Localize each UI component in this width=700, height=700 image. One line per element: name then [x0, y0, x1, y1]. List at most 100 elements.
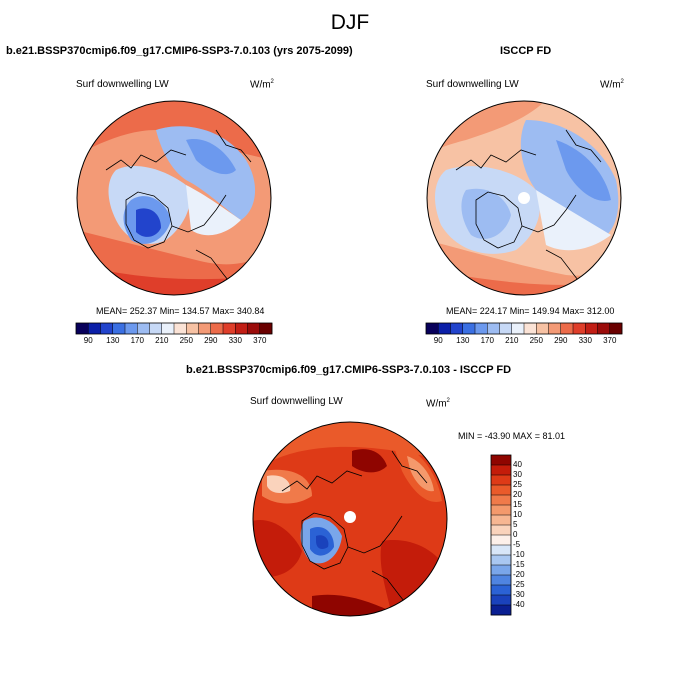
colorbar-swatch	[491, 475, 511, 486]
panel-2-stats: MEAN= 224.17 Min= 149.94 Max= 312.00	[446, 306, 615, 316]
panel-1-colorbar-ticks: 90 130 170 210 250 290 330 370	[76, 336, 272, 348]
panel-3-title: b.e21.BSSP370cmip6.f09_g17.CMIP6-SSP3-7.…	[186, 364, 512, 376]
panel-1-title: b.e21.BSSP370cmip6.f09_g17.CMIP6-SSP3-7.…	[6, 45, 353, 57]
colorbar-swatch	[491, 535, 511, 546]
panel-1-stats: MEAN= 252.37 Min= 134.57 Max= 340.84	[96, 306, 265, 316]
colorbar-swatch	[100, 323, 114, 334]
colorbar-swatch	[198, 323, 212, 334]
colorbar-tick-label: 10	[513, 510, 522, 519]
colorbar-tick-label: 5	[513, 520, 518, 529]
colorbar-tick-label: 290	[554, 336, 568, 345]
colorbar-swatch	[426, 323, 439, 334]
colorbar-swatch	[491, 565, 511, 576]
colorbar-swatch	[462, 323, 476, 334]
colorbar-swatch	[235, 323, 248, 334]
colorbar-tick-label: -20	[513, 570, 525, 579]
colorbar-swatch	[161, 323, 175, 334]
colorbar-swatch	[491, 585, 511, 596]
colorbar-tick-label: 290	[204, 336, 218, 345]
colorbar-swatch	[210, 323, 224, 334]
panel-2-units: W/m2	[600, 79, 624, 91]
colorbar-swatch	[491, 515, 511, 526]
colorbar-swatch	[585, 323, 598, 334]
colorbar-tick-label: 370	[253, 336, 267, 345]
colorbar-swatch	[186, 323, 199, 334]
colorbar-swatch	[491, 545, 511, 556]
colorbar-tick-label: -10	[513, 550, 525, 559]
colorbar-tick-label: 90	[83, 336, 93, 345]
colorbar-tick-label: 0	[513, 530, 518, 539]
panel-3-map	[252, 421, 448, 617]
colorbar-tick-label: 130	[456, 336, 470, 345]
colorbar-tick-label: -25	[513, 580, 525, 589]
panel-1-colorbar	[75, 322, 273, 335]
colorbar-swatch	[609, 323, 623, 334]
colorbar-swatch	[76, 323, 89, 334]
colorbar-swatch	[597, 323, 611, 334]
colorbar-swatch	[491, 595, 511, 606]
colorbar-tick-label: -30	[513, 590, 525, 599]
colorbar-swatch	[491, 555, 511, 566]
colorbar-swatch	[88, 323, 101, 334]
panel-2-colorbar	[425, 322, 623, 335]
colorbar-tick-label: 330	[578, 336, 592, 345]
colorbar-swatch	[491, 505, 511, 516]
panel-3-colorbar-ticks: 40 30 25 20 15 10 5 0 -5 -10 -15 -20 -25 -30 -40	[513, 455, 543, 615]
colorbar-swatch	[491, 605, 511, 616]
colorbar-swatch	[548, 323, 562, 334]
colorbar-swatch	[491, 495, 511, 506]
panel-3-units: W/m2	[426, 398, 450, 410]
colorbar-swatch	[112, 323, 126, 334]
colorbar-tick-label: 210	[155, 336, 169, 345]
panel-2-title: ISCCP FD	[500, 45, 552, 57]
colorbar-tick-label: 130	[106, 336, 120, 345]
colorbar-tick-label: 25	[513, 480, 522, 489]
colorbar-swatch	[573, 323, 586, 334]
colorbar-swatch	[491, 485, 511, 496]
colorbar-swatch	[450, 323, 464, 334]
colorbar-tick-label: 250	[179, 336, 193, 345]
colorbar-tick-label: 170	[480, 336, 494, 345]
colorbar-swatch	[491, 525, 511, 536]
colorbar-swatch	[223, 323, 236, 334]
panel-2-variable: Surf downwelling LW	[426, 79, 519, 90]
colorbar-tick-label: 210	[505, 336, 519, 345]
colorbar-tick-label: 15	[513, 500, 522, 509]
panel-3-colorbar	[490, 454, 512, 616]
colorbar-swatch	[259, 323, 273, 334]
panel-1-map	[76, 100, 272, 296]
colorbar-swatch	[149, 323, 163, 334]
colorbar-swatch	[438, 323, 451, 334]
panel-2-colorbar-ticks: 90 130 170 210 250 290 330 370	[426, 336, 622, 348]
panel-3-stats: MIN = -43.90 MAX = 81.01	[458, 431, 566, 441]
colorbar-swatch	[491, 575, 511, 586]
main-title: DJF	[330, 11, 370, 34]
colorbar-swatch	[491, 465, 511, 476]
colorbar-tick-label: 170	[130, 336, 144, 345]
colorbar-swatch	[475, 323, 488, 334]
colorbar-swatch	[137, 323, 150, 334]
colorbar-tick-label: 330	[228, 336, 242, 345]
colorbar-tick-label: -5	[513, 540, 521, 549]
panel-2-map	[426, 100, 622, 296]
colorbar-tick-label: 250	[529, 336, 543, 345]
panel-1-units: W/m2	[250, 79, 274, 91]
colorbar-swatch	[536, 323, 549, 334]
colorbar-tick-label: 20	[513, 490, 522, 499]
colorbar-tick-label: -15	[513, 560, 525, 569]
colorbar-swatch	[174, 323, 187, 334]
colorbar-swatch	[524, 323, 537, 334]
panel-1-variable: Surf downwelling LW	[76, 79, 169, 90]
colorbar-swatch	[511, 323, 525, 334]
colorbar-tick-label: 40	[513, 460, 522, 469]
colorbar-swatch	[560, 323, 574, 334]
panel-3-variable: Surf downwelling LW	[250, 396, 343, 407]
colorbar-tick-label: 90	[433, 336, 443, 345]
colorbar-tick-label: 30	[513, 470, 522, 479]
colorbar-tick-label: -40	[513, 600, 525, 609]
colorbar-tick-label: 370	[603, 336, 617, 345]
colorbar-swatch	[499, 323, 513, 334]
colorbar-swatch	[491, 455, 511, 466]
colorbar-swatch	[125, 323, 138, 334]
colorbar-swatch	[247, 323, 261, 334]
